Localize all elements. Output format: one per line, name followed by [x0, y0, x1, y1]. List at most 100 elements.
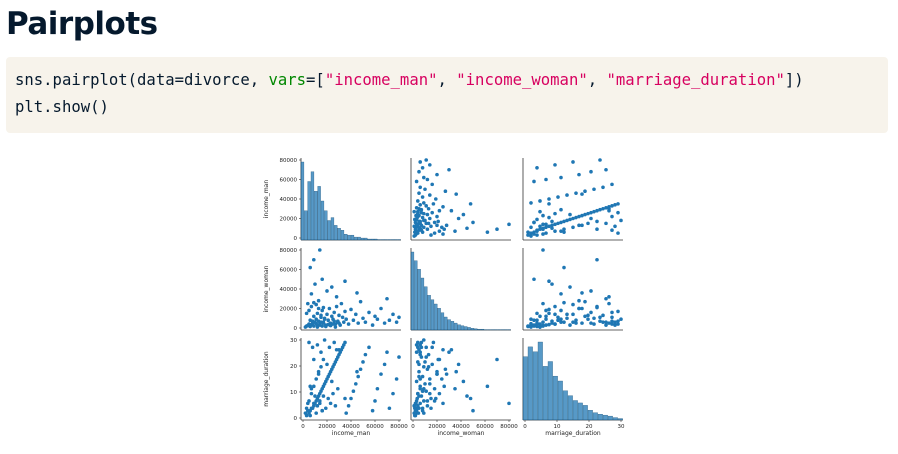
scatter-point	[313, 394, 317, 398]
scatter-point	[416, 199, 420, 203]
scatter-point	[337, 314, 341, 318]
histogram-bar	[598, 414, 603, 420]
scatter-point	[314, 322, 318, 326]
scatter-point	[383, 321, 387, 325]
histogram-bar	[553, 376, 558, 420]
scatter-point	[559, 176, 563, 180]
scatter-point	[577, 173, 581, 177]
scatter-point	[469, 202, 473, 206]
scatter-point	[607, 302, 611, 306]
scatter-point	[428, 163, 432, 167]
scatter-point	[538, 325, 542, 329]
histogram-bar	[558, 381, 563, 420]
scatter-point	[428, 392, 432, 396]
histogram-bar	[588, 410, 593, 420]
scatter-point	[589, 311, 593, 315]
histogram-bar	[528, 347, 533, 420]
histogram-bar	[354, 237, 357, 240]
histogram-bar	[341, 230, 344, 240]
histogram-bar	[471, 328, 474, 330]
scatter-point	[341, 315, 345, 319]
scatter-point	[544, 323, 548, 327]
scatter-point	[465, 394, 469, 398]
scatter-point	[417, 363, 421, 367]
scatter-point	[316, 404, 320, 408]
code-line-2: plt.show()	[15, 98, 109, 116]
scatter-point	[415, 397, 419, 401]
scatter-point	[376, 317, 380, 321]
scatter-point	[418, 377, 422, 381]
histogram-bar	[314, 191, 317, 240]
y-tick-label: 80000	[280, 158, 298, 164]
scatter-point	[343, 397, 347, 401]
scatter-point	[343, 341, 347, 345]
histogram-bar	[434, 304, 437, 330]
scatter-point	[323, 317, 327, 321]
scatter-point	[440, 377, 444, 381]
histogram-bar	[568, 396, 573, 420]
histogram-bar	[618, 419, 623, 420]
scatter-point	[429, 406, 433, 410]
scatter-point	[601, 186, 605, 190]
histogram-bar	[328, 221, 331, 241]
histogram-bar	[593, 413, 598, 420]
scatter-point	[306, 302, 310, 306]
scatter-point	[364, 353, 368, 357]
scatter-point	[565, 193, 569, 197]
scatter-point	[391, 392, 395, 396]
histogram-bar	[543, 366, 548, 420]
scatter-point	[428, 193, 432, 197]
scatter-point	[317, 299, 321, 303]
scatter-point	[595, 227, 599, 231]
histogram-bar	[358, 237, 361, 240]
scatter-point	[324, 406, 328, 410]
histogram-bar	[451, 321, 454, 330]
scatter-point	[441, 205, 445, 209]
scatter-point	[329, 402, 333, 406]
scatter-point	[486, 385, 490, 389]
scatter-point	[571, 160, 575, 164]
scatter-point	[457, 363, 461, 367]
scatter-point	[616, 319, 620, 323]
scatter-point	[453, 229, 457, 233]
scatter-point	[422, 176, 426, 180]
y-axis-label: income_man	[263, 180, 270, 218]
scatter-point	[319, 350, 323, 354]
histogram-bar	[481, 329, 484, 330]
code-block: sns.pairplot(data=divorce, vars=["income…	[6, 57, 888, 133]
scatter-point	[326, 397, 330, 401]
scatter-point	[553, 305, 557, 309]
histogram-bar	[351, 235, 354, 240]
scatter-point	[349, 397, 353, 401]
y-tick-label: 20000	[280, 307, 298, 313]
scatter-point	[535, 166, 539, 170]
scatter-point	[541, 248, 545, 252]
scatter-point	[438, 392, 442, 396]
scatter-point	[619, 219, 623, 223]
histogram-bar	[318, 186, 321, 240]
scatter-point	[313, 282, 317, 286]
scatter-point	[535, 229, 539, 233]
scatter-point	[535, 318, 539, 322]
scatter-point	[379, 307, 383, 311]
scatter-point	[335, 305, 339, 309]
scatter-point	[432, 341, 436, 345]
scatter-point	[471, 409, 475, 413]
scatter-point	[367, 311, 371, 315]
y-tick-label: 80000	[280, 248, 298, 254]
scatter-point	[418, 186, 422, 190]
scatter-point	[385, 350, 389, 354]
y-tick-label: 20000	[280, 217, 298, 223]
scatter-point	[568, 213, 572, 217]
histogram-bar	[374, 239, 377, 240]
histogram-bar	[368, 239, 371, 240]
scatter-point	[422, 399, 426, 403]
scatter-point	[426, 178, 430, 182]
scatter-point	[610, 228, 614, 232]
scatter-point	[586, 317, 590, 321]
scatter-point	[310, 406, 314, 410]
scatter-point	[529, 225, 533, 229]
scatter-point	[371, 323, 375, 327]
scatter-point	[445, 224, 449, 228]
scatter-point	[430, 183, 434, 187]
